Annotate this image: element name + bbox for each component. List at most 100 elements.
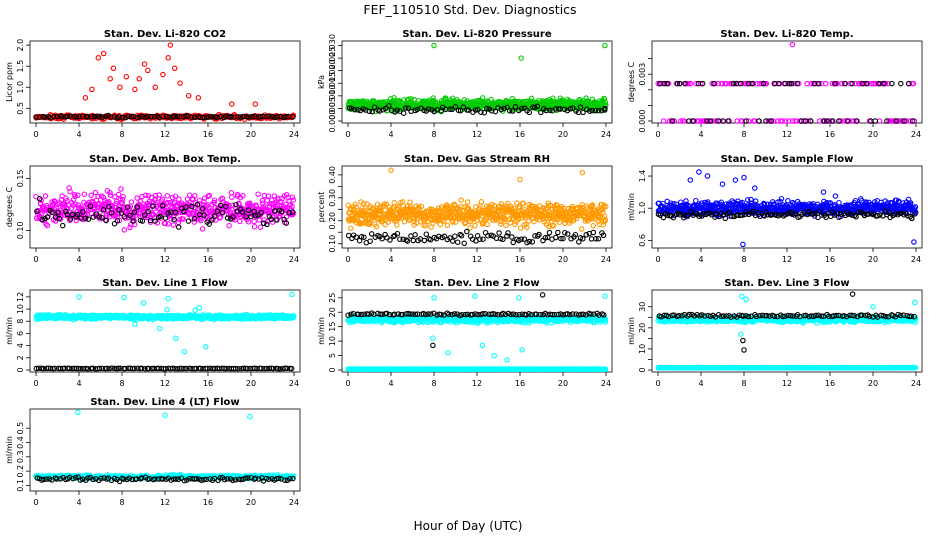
data-point <box>55 209 61 216</box>
data-point <box>768 118 774 124</box>
data-point <box>125 113 131 120</box>
x-tick-label: 20 <box>246 255 256 264</box>
data-point <box>396 215 402 222</box>
data-point <box>352 201 358 208</box>
data-point <box>166 114 172 120</box>
data-point <box>185 218 192 224</box>
data-point <box>67 188 73 195</box>
data-point <box>108 209 115 216</box>
data-point <box>760 80 767 87</box>
data-point <box>99 214 105 221</box>
data-point <box>698 80 704 87</box>
data-point <box>111 220 118 227</box>
data-point <box>75 192 81 199</box>
data-point <box>228 190 235 196</box>
data-point <box>461 97 468 103</box>
data-point <box>272 114 278 121</box>
y-axis-title: ml/min <box>627 193 636 221</box>
data-point <box>114 218 121 224</box>
y-axis-title: ml/min <box>5 317 14 345</box>
data-point <box>100 50 107 57</box>
data-point <box>283 114 289 120</box>
data-point <box>603 102 609 108</box>
data-point <box>116 114 122 120</box>
series-1 <box>345 167 609 232</box>
data-point <box>49 209 55 215</box>
data-point <box>602 105 608 112</box>
data-point <box>709 80 715 87</box>
data-point <box>488 108 495 114</box>
data-point <box>219 209 226 216</box>
data-point <box>423 231 430 237</box>
data-point <box>579 169 586 176</box>
data-point <box>192 307 198 314</box>
x-tick-label: 4 <box>698 130 703 139</box>
data-point <box>377 206 383 212</box>
y-tick-label: 0.5 <box>16 102 25 115</box>
data-point <box>534 103 541 110</box>
data-point <box>484 221 491 228</box>
x-tick-label: 12 <box>472 379 482 388</box>
data-point <box>145 67 151 74</box>
data-point <box>214 208 221 214</box>
data-point <box>164 193 171 199</box>
series-2 <box>33 112 296 121</box>
data-point <box>140 300 147 306</box>
data-point <box>106 203 112 210</box>
x-tick-label: 12 <box>782 255 792 264</box>
data-point <box>444 222 451 229</box>
data-point <box>196 197 203 203</box>
data-point <box>518 55 524 61</box>
y-axis-title: kPa <box>317 75 326 89</box>
data-point <box>794 80 800 87</box>
data-point <box>492 108 499 115</box>
data-point <box>89 86 95 93</box>
data-point <box>115 191 122 198</box>
data-point <box>289 291 295 298</box>
x-tick-label: 12 <box>472 255 482 264</box>
data-point <box>355 107 361 113</box>
data-point <box>391 95 397 101</box>
data-point <box>269 114 276 120</box>
x-tick-label: 20 <box>558 379 568 388</box>
data-point <box>164 306 170 313</box>
data-point <box>461 240 467 247</box>
data-point <box>602 99 609 106</box>
y-tick-label: 8 <box>16 319 25 324</box>
data-point <box>160 71 166 78</box>
data-point <box>87 203 94 209</box>
data-point <box>382 105 389 112</box>
data-point <box>127 212 133 219</box>
data-point <box>127 224 133 231</box>
data-point <box>170 222 177 228</box>
data-point <box>260 220 267 227</box>
y-tick-label: 4 <box>16 343 25 348</box>
data-point <box>119 114 126 121</box>
data-point <box>789 41 796 48</box>
data-point <box>252 101 259 107</box>
x-tick-label: 8 <box>431 379 436 388</box>
x-tick-label: 4 <box>698 255 703 264</box>
data-point <box>678 118 684 124</box>
y-axis-title: Licor ppm <box>5 62 14 102</box>
x-tick-label: 12 <box>160 130 170 139</box>
data-point <box>756 118 762 124</box>
data-point <box>805 118 811 124</box>
data-point <box>383 201 390 207</box>
data-point <box>209 217 215 223</box>
data-point <box>864 80 870 87</box>
data-point <box>188 114 195 120</box>
x-tick-label: 0 <box>345 379 350 388</box>
data-point <box>171 199 178 206</box>
y-tick-label: 0.003 <box>638 63 647 86</box>
data-point <box>169 194 176 201</box>
data-point <box>226 114 232 120</box>
data-point <box>884 118 890 124</box>
data-point <box>171 65 178 72</box>
data-point <box>119 196 126 203</box>
data-point <box>503 222 509 229</box>
data-point <box>431 42 437 49</box>
x-tick-label: 8 <box>119 130 124 139</box>
